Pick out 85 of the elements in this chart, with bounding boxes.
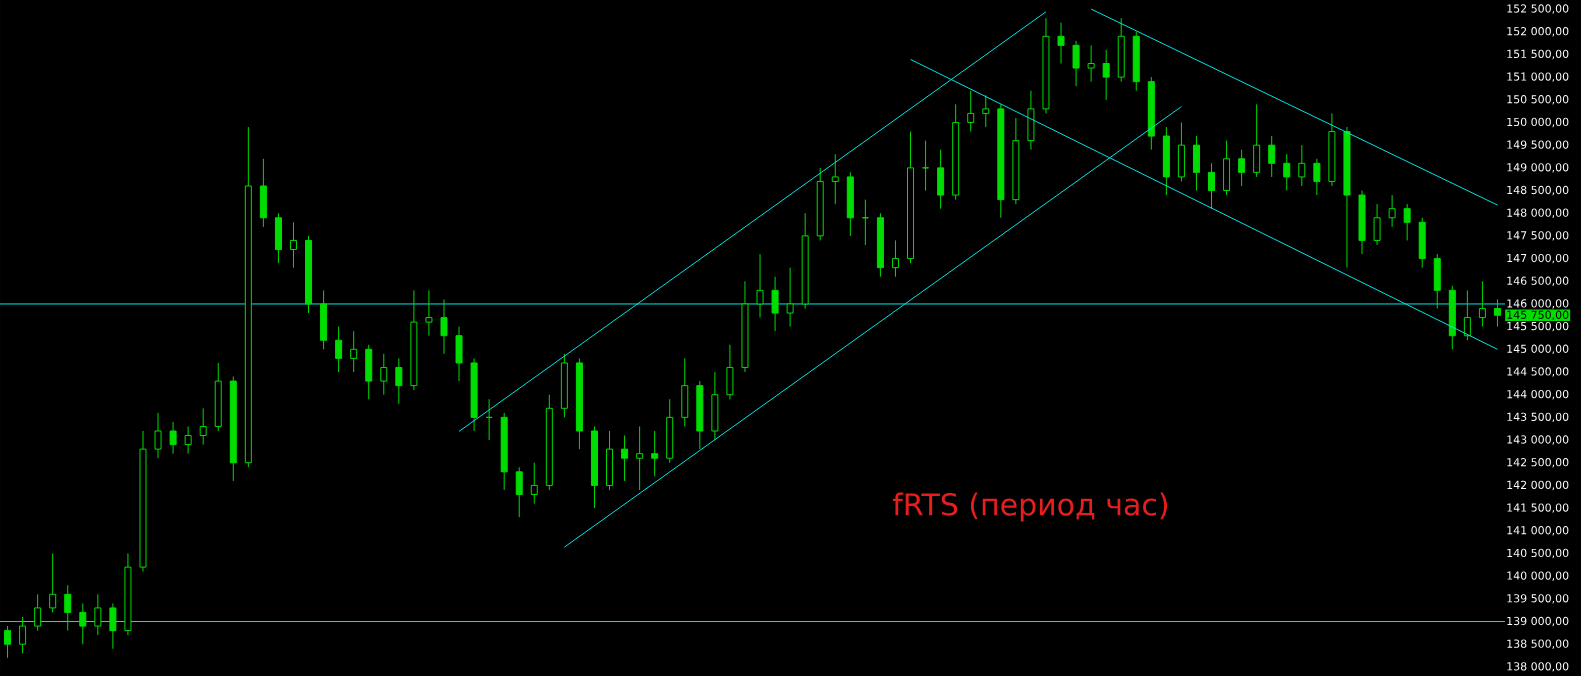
candlestick — [1072, 40, 1080, 87]
y-tick-label: 149 500,00 — [1507, 140, 1569, 150]
y-tick-label: 143 000,00 — [1507, 435, 1569, 445]
candlestick — [289, 221, 297, 269]
candlestick — [1042, 17, 1050, 114]
y-tick-label: 142 000,00 — [1507, 480, 1569, 491]
candlestick — [1343, 126, 1351, 269]
y-tick-label: 147 000,00 — [1507, 253, 1569, 264]
y-tick-label: 143 500,00 — [1507, 412, 1569, 423]
candlestick — [891, 239, 899, 278]
candlestick — [831, 153, 839, 205]
candlestick — [967, 90, 975, 133]
candlestick — [410, 289, 418, 391]
candlestick — [1208, 162, 1216, 210]
candlestick — [1358, 190, 1366, 255]
text: fRTS (период час) — [892, 492, 1168, 522]
y-tick-label: 142 500,00 — [1507, 458, 1569, 468]
y-tick-label: 152 000,00 — [1507, 27, 1569, 37]
candlestick — [425, 289, 433, 337]
y-tick-label: 149 000,00 — [1507, 163, 1569, 173]
candlestick — [350, 330, 358, 373]
y-tick-label: 144 500,00 — [1507, 367, 1569, 377]
y-tick-label: 152 500,00 — [1507, 4, 1569, 14]
candlestick — [530, 462, 538, 505]
candlestick — [1102, 49, 1110, 101]
y-tick-label: 139 500,00 — [1507, 594, 1569, 604]
y-tick-label: 139 000,00 — [1507, 616, 1569, 627]
candlestick — [786, 267, 794, 328]
candlestick — [259, 158, 267, 228]
y-tick-label: 150 500,00 — [1507, 95, 1569, 105]
candlestick — [154, 412, 162, 459]
y-tick-label: 148 000,00 — [1507, 208, 1569, 218]
y-tick-label: 146 000,00 — [1507, 299, 1569, 309]
candlestick — [771, 276, 779, 332]
candlestick — [64, 584, 72, 632]
candlestick — [440, 298, 448, 355]
candlestick — [1087, 44, 1095, 83]
y-tick-label: 144 000,00 — [1507, 389, 1569, 400]
candlestick — [922, 140, 930, 192]
y-tick-label: 140 000,00 — [1507, 571, 1569, 581]
candlestick — [711, 371, 719, 441]
y-tick-label: 146 500,00 — [1507, 276, 1569, 286]
y-tick-label: 147 500,00 — [1507, 231, 1569, 241]
y-tick-label: 140 500,00 — [1507, 548, 1569, 559]
candlestick — [756, 253, 764, 319]
candlestick — [380, 353, 388, 396]
candlestick — [184, 425, 192, 455]
candlestick — [139, 430, 147, 573]
y-tick-label: 141 500,00 — [1507, 503, 1569, 513]
y-tick-label: 145 000,00 — [1507, 344, 1569, 355]
candlestick — [455, 326, 463, 382]
candlestick — [1373, 203, 1381, 246]
candlestick — [636, 425, 644, 491]
candlestick — [109, 602, 117, 650]
y-tick-label: 151 000,00 — [1507, 72, 1569, 82]
candlestick — [1478, 280, 1486, 328]
candlestick — [1012, 117, 1020, 205]
y-tick-label: 141 000,00 — [1507, 526, 1569, 536]
y-tick-label: 138 000,00 — [1507, 662, 1569, 672]
candlestick — [335, 326, 343, 373]
y-tick-label: 138 500,00 — [1507, 639, 1569, 649]
candlestick — [1313, 158, 1321, 196]
candlestick — [937, 149, 945, 210]
candlestick — [1192, 135, 1200, 192]
candlestick — [726, 344, 734, 400]
candlestick — [1027, 90, 1035, 151]
candlestick — [169, 421, 177, 455]
candlestick — [470, 357, 478, 432]
y-tick-label: 151 500,00 — [1507, 49, 1569, 60]
candlestick — [1283, 153, 1291, 192]
candlestick — [79, 602, 87, 645]
candlestick — [1057, 22, 1065, 64]
candlestick — [395, 357, 403, 405]
y-tick-label: 145 500,00 — [1507, 321, 1569, 332]
candlestick — [124, 552, 132, 636]
candlestick — [741, 280, 749, 373]
candlestick — [1493, 298, 1501, 328]
text: 145 750,00 — [1507, 310, 1569, 321]
candlestick — [1328, 112, 1336, 187]
candlestick — [651, 430, 659, 477]
y-tick-label: 150 000,00 — [1507, 117, 1569, 128]
candlestick — [1388, 194, 1396, 228]
y-tick-label: 148 500,00 — [1507, 185, 1569, 196]
candlestick — [1268, 135, 1276, 178]
candlestick — [199, 407, 207, 446]
